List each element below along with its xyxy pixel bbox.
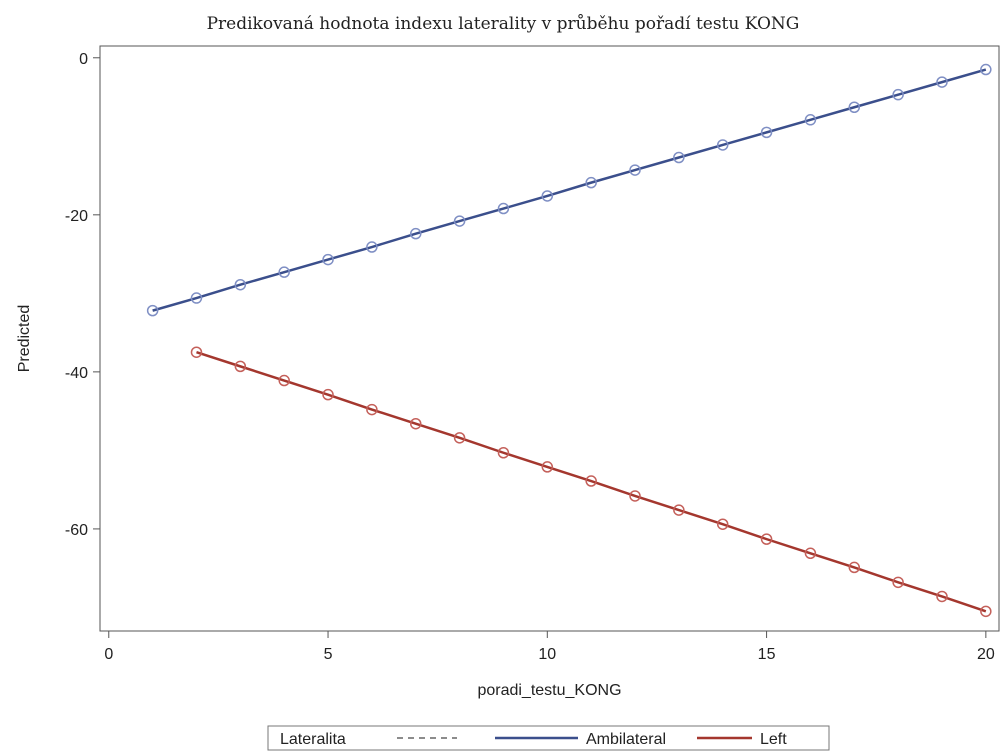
data-point-ambilateral (804, 114, 817, 126)
y-tick-label: -40 (65, 365, 88, 382)
data-point-left (453, 432, 466, 444)
series-line-ambilateral (152, 68, 987, 312)
data-point-left (716, 518, 729, 530)
data-point-ambilateral (585, 176, 597, 189)
x-axis: 0 5 10 15 20 (104, 631, 995, 663)
series-line-left (196, 351, 987, 613)
data-point-left (804, 547, 817, 560)
legend-title: Lateralita (280, 731, 346, 748)
data-point-ambilateral (234, 278, 247, 291)
data-point-left (760, 533, 773, 545)
data-point-ambilateral (760, 126, 773, 139)
data-point-ambilateral (936, 76, 948, 88)
chart-title: Predikovaná hodnota indexu laterality v … (206, 14, 800, 34)
data-point-left (190, 346, 203, 358)
data-point-ambilateral (673, 151, 685, 164)
data-point-left (234, 360, 247, 373)
legend-label: Ambilateral (586, 731, 666, 748)
data-point-ambilateral (366, 241, 378, 253)
legend-label: Left (760, 731, 787, 748)
data-point-ambilateral (190, 292, 203, 304)
series-left (190, 346, 992, 618)
data-point-ambilateral (497, 202, 510, 215)
data-point-ambilateral (322, 253, 334, 266)
data-point-left (892, 576, 904, 589)
data-point-left (585, 475, 597, 487)
series-layer (146, 63, 992, 618)
data-point-left (629, 490, 641, 502)
x-tick-label: 10 (538, 646, 556, 663)
legend: Lateralita Ambilateral Left (267, 725, 830, 751)
data-point-left (936, 590, 948, 603)
data-point-left (980, 605, 992, 618)
y-axis: 0 -20 -40 -60 (65, 51, 100, 539)
data-point-left (673, 504, 685, 516)
data-point-left (409, 417, 422, 430)
data-point-ambilateral (409, 227, 422, 240)
data-point-left (541, 461, 554, 473)
x-tick-label: 0 (104, 646, 113, 663)
data-point-ambilateral (541, 190, 554, 202)
data-point-ambilateral (716, 139, 729, 151)
data-point-left (278, 374, 290, 387)
data-point-left (322, 388, 334, 401)
data-point-left (497, 447, 510, 459)
x-tick-label: 5 (324, 646, 333, 663)
x-axis-label: poradi_testu_KONG (477, 682, 621, 699)
data-point-ambilateral (146, 304, 159, 317)
data-point-left (366, 403, 378, 416)
series-ambilateral (146, 63, 992, 317)
y-tick-label: -20 (65, 208, 88, 225)
x-tick-label: 15 (758, 646, 776, 663)
y-tick-label: -60 (65, 522, 88, 539)
data-point-ambilateral (278, 266, 290, 278)
y-axis-label: Predicted (16, 305, 33, 373)
data-point-left (848, 561, 861, 574)
data-point-ambilateral (892, 88, 904, 101)
data-point-ambilateral (980, 63, 992, 76)
y-tick-label: 0 (79, 51, 88, 68)
data-point-ambilateral (453, 215, 466, 227)
plot-area-frame (99, 45, 1000, 632)
data-point-ambilateral (629, 164, 641, 176)
x-tick-label: 20 (977, 646, 995, 663)
data-point-ambilateral (848, 101, 861, 113)
